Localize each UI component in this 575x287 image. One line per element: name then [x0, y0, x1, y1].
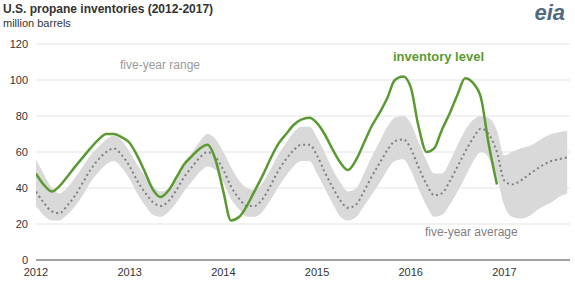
- html-text:inventory level: inventory level: [393, 49, 484, 64]
- html-text:U.S. propane inventories (2012: U.S. propane inventories (2012-2017): [3, 2, 214, 16]
- svg-text:80: 80: [16, 110, 28, 122]
- svg-text:60: 60: [16, 146, 28, 158]
- svg-text:40: 40: [16, 182, 28, 194]
- svg-text:100: 100: [10, 74, 28, 86]
- svg-text:120: 120: [10, 38, 28, 50]
- html-text:million barrels: million barrels: [3, 17, 71, 29]
- html-text:five-year average: five-year average: [425, 225, 518, 239]
- svg-text:2015: 2015: [305, 266, 329, 278]
- svg-text:2013: 2013: [117, 266, 141, 278]
- html-text:five-year range: five-year range: [120, 58, 200, 72]
- svg-text:2014: 2014: [211, 266, 235, 278]
- svg-text:2017: 2017: [492, 266, 516, 278]
- svg-text:2016: 2016: [398, 266, 422, 278]
- svg-text:0: 0: [22, 254, 28, 266]
- html-text:eia: eia: [534, 0, 565, 25]
- svg-text:2012: 2012: [24, 266, 48, 278]
- svg-text:20: 20: [16, 218, 28, 230]
